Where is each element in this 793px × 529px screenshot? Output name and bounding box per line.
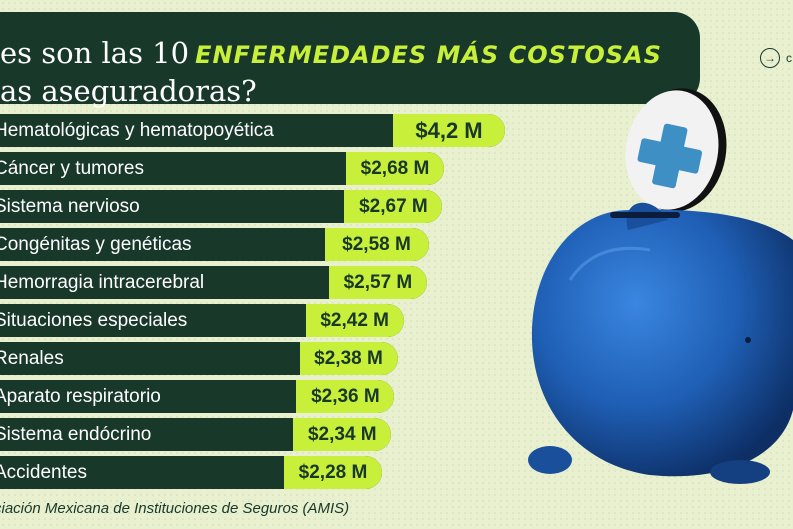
piggy-icon (528, 202, 793, 484)
category-label: Hemorragia intracerebral (0, 272, 205, 293)
value-label: $2,38 M (299, 342, 398, 375)
value-label: $2,28 M (284, 456, 382, 489)
more-link[interactable]: → c (760, 47, 792, 69)
value-label: $4,2 M (393, 114, 505, 147)
value-label: $2,68 M (346, 152, 444, 185)
category-label: Sistema endócrino (0, 424, 152, 445)
title-banner: es son las 10 ENFERMEDADES MÁS COSTOSAS a… (0, 12, 700, 108)
chart-row: Situaciones especiales $2,42 M (0, 304, 404, 337)
chart-row: Cáncer y tumores $2,68 M (0, 152, 444, 185)
category-label: Accidentes (0, 462, 87, 483)
chart-row: Hemorragia intracerebral $2,57 M (0, 266, 427, 299)
value-label: $2,42 M (305, 304, 404, 337)
value-label: $2,58 M (324, 228, 429, 261)
category-label: Cáncer y tumores (0, 158, 144, 179)
arrow-right-icon: → (760, 48, 780, 68)
chart-row: Aparato respiratorio $2,36 M (0, 380, 395, 413)
category-label: Aparato respiratorio (0, 386, 161, 407)
chart-row: Renales $2,38 M (0, 342, 398, 375)
chart-row: Sistema nervioso $2,67 M (0, 190, 443, 223)
bar-chart: Hematológicas y hematopoyética $4,2 M Cánc… (0, 112, 505, 494)
chart-row: Hematológicas y hematopoyética $4,2 M (0, 114, 505, 147)
piggy-bank-illustration (528, 88, 793, 484)
source-note: ciación Mexicana de Instituciones de Seg… (0, 500, 350, 517)
coin-icon (625, 88, 727, 212)
more-link-label: c (786, 51, 792, 65)
cross-icon (637, 123, 703, 189)
value-label: $2,57 M (328, 266, 427, 299)
title-line-1: es son las 10 ENFERMEDADES MÁS COSTOSAS (0, 36, 662, 70)
value-label: $2,34 M (293, 418, 392, 451)
value-label: $2,36 M (296, 380, 395, 413)
value-label: $2,67 M (344, 190, 443, 223)
category-label: Situaciones especiales (0, 310, 188, 331)
category-label: Congénitas y genéticas (0, 234, 192, 255)
chart-row: Sistema endócrino $2,34 M (0, 418, 392, 451)
title-prefix: es son las 10 (0, 36, 190, 70)
category-label: Sistema nervioso (0, 196, 140, 217)
chart-row: Accidentes $2,28 M (0, 456, 382, 489)
category-label: Hematológicas y hematopoyética (0, 120, 274, 141)
title-accent: ENFERMEDADES MÁS COSTOSAS (195, 41, 662, 69)
title-line-2: as aseguradoras? (0, 74, 257, 108)
category-label: Renales (0, 348, 64, 369)
chart-row: Congénitas y genéticas $2,58 M (0, 228, 429, 261)
